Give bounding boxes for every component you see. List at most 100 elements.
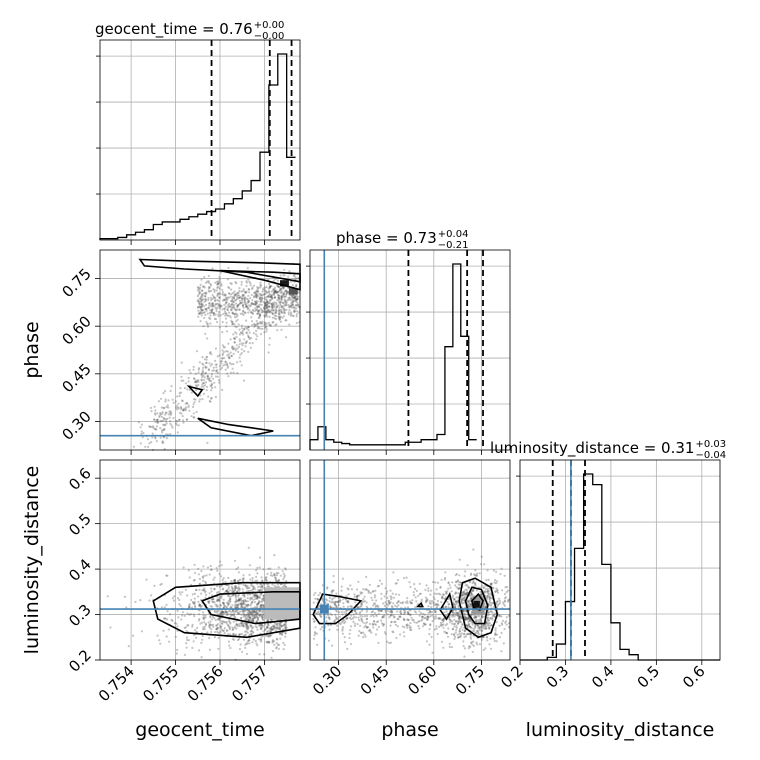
sample-point: [353, 609, 356, 612]
sample-point: [237, 588, 240, 591]
sample-point: [241, 331, 244, 334]
sample-point: [289, 294, 292, 297]
sample-point: [260, 293, 263, 296]
sample-point: [259, 333, 263, 336]
sample-point: [208, 362, 211, 365]
sample-point: [352, 613, 355, 616]
sample-point: [158, 414, 161, 417]
sample-point: [164, 617, 167, 620]
sample-point: [152, 426, 155, 429]
sample-point: [211, 294, 214, 297]
sample-point: [373, 596, 376, 599]
sample-point: [478, 643, 481, 646]
sample-point: [154, 409, 157, 412]
sample-point: [332, 601, 335, 605]
sample-point: [271, 305, 274, 308]
sample-point: [289, 304, 292, 308]
sample-point: [250, 629, 253, 633]
sample-point: [443, 578, 446, 581]
sample-point: [374, 633, 378, 636]
sample-point: [328, 628, 331, 631]
sample-point: [231, 587, 234, 590]
sample-point: [198, 604, 201, 608]
sample-point: [182, 409, 185, 412]
sample-point: [242, 309, 245, 312]
sample-point: [420, 598, 423, 601]
sample-point: [256, 603, 259, 606]
sample-point: [251, 601, 254, 604]
sample-point: [265, 305, 268, 308]
sample-point: [276, 279, 279, 282]
sample-point: [445, 631, 448, 635]
sample-point: [281, 624, 284, 628]
sample-point: [256, 335, 259, 338]
sample-point: [219, 594, 222, 598]
sample-point: [444, 571, 447, 574]
sample-point: [417, 620, 420, 624]
sample-point: [285, 304, 288, 307]
sample-point: [229, 295, 232, 298]
sample-point: [328, 596, 331, 600]
sample-point: [486, 588, 489, 591]
sample-point: [440, 640, 444, 644]
sample-point: [359, 614, 362, 618]
sample-point: [462, 609, 465, 613]
sample-point: [233, 579, 236, 582]
sample-point: [201, 375, 204, 379]
sample-point: [502, 642, 505, 645]
sample-point: [265, 296, 268, 299]
sample-point: [293, 296, 296, 299]
sample-point: [266, 626, 269, 629]
sample-point: [507, 626, 510, 629]
sample-point: [288, 323, 291, 326]
sample-point: [283, 623, 286, 626]
sample-point: [261, 294, 264, 297]
sample-point: [258, 589, 262, 592]
sample-point: [171, 597, 174, 600]
sample-point: [451, 611, 454, 614]
x-tick-label: 0.45: [357, 662, 393, 698]
sample-point: [242, 611, 245, 614]
sample-point: [260, 589, 264, 592]
sample-point: [259, 307, 262, 310]
sample-point: [259, 327, 262, 330]
sample-point: [356, 623, 359, 626]
sample-point: [212, 304, 215, 307]
sample-point: [463, 590, 466, 593]
sample-point: [202, 579, 205, 582]
sample-point: [293, 310, 296, 313]
sample-point: [250, 302, 253, 305]
sample-point: [252, 309, 255, 312]
sample-point: [280, 297, 283, 300]
sample-point: [275, 627, 279, 630]
sample-point: [227, 353, 230, 356]
sample-point: [196, 626, 199, 630]
sample-point: [429, 623, 432, 626]
sample-point: [371, 623, 375, 627]
sample-point: [278, 627, 282, 630]
sample-point: [242, 600, 245, 603]
sample-point: [500, 650, 503, 653]
sample-point: [231, 633, 234, 636]
sample-point: [271, 303, 274, 306]
sample-point: [280, 625, 283, 628]
sample-point: [445, 632, 448, 635]
sample-point: [261, 619, 265, 622]
sample-point: [200, 373, 203, 376]
sample-point: [401, 601, 404, 604]
sample-point: [454, 612, 457, 615]
sample-point: [371, 590, 374, 593]
sample-point: [242, 638, 246, 641]
sample-point: [386, 609, 389, 613]
sample-point: [459, 634, 462, 637]
sample-point: [225, 362, 229, 365]
sample-point: [276, 329, 279, 332]
sample-point: [283, 643, 286, 647]
sample-point: [375, 599, 378, 602]
sample-point: [250, 303, 253, 306]
sample-point: [214, 317, 218, 321]
sample-point: [214, 618, 217, 622]
sample-point: [256, 594, 259, 598]
sample-point: [395, 582, 398, 585]
sample-point: [280, 290, 283, 293]
